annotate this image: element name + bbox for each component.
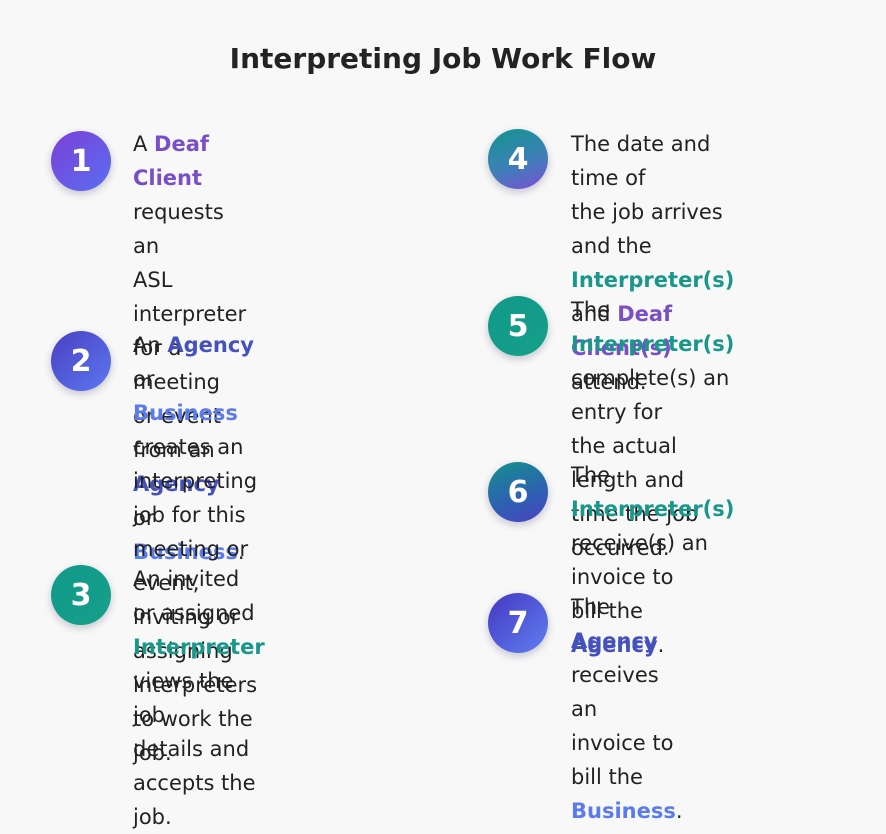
step-number-badge: 6 <box>488 462 548 522</box>
step-text: ASL interpreter <box>133 268 247 326</box>
step-text: the actual length and <box>571 434 685 492</box>
step-number-badge: 1 <box>51 131 111 191</box>
interpreter-term: Interpreter(s) <box>571 268 735 292</box>
step-text: The <box>571 298 611 322</box>
agency-term: Agency <box>571 629 658 653</box>
step-text: and <box>571 302 618 326</box>
step-description: The Interpreter(s) receive(s) an invoice … <box>571 458 734 662</box>
step-text: or <box>133 506 155 530</box>
deaf-client-term: Client(s) <box>571 336 672 360</box>
step-text: or <box>133 367 155 391</box>
step-text: The <box>571 595 611 619</box>
agency-term: Agency <box>571 633 658 657</box>
step-text: requests an <box>133 200 224 258</box>
interpreter-term: Interpreter <box>133 635 265 659</box>
step-text: receive(s) an invoice to <box>571 531 708 589</box>
step-text: for a meeting or event <box>133 336 221 428</box>
step-text: interpreters to work the <box>133 673 258 731</box>
step-text: the job arrives and the <box>571 200 723 258</box>
step-text: An invited or assigned <box>133 567 255 625</box>
step-number-badge: 7 <box>488 593 548 653</box>
step-text: views the job <box>133 669 234 727</box>
step-text: job. <box>133 805 172 829</box>
step-text: invoice to bill the <box>571 731 674 789</box>
business-term: Business <box>133 401 238 425</box>
deaf-client-term: Deaf Client <box>133 132 210 190</box>
step-text: An <box>133 333 168 357</box>
business-term: Business <box>571 799 676 823</box>
step-text: event, inviting or assigning <box>133 571 240 663</box>
step-text: from an <box>133 438 215 462</box>
step-text: . <box>237 540 245 564</box>
step-number-badge: 5 <box>488 296 548 356</box>
step-text: time the job occurred. <box>571 502 699 560</box>
step-number-badge: 4 <box>488 129 548 189</box>
step-number-badge: 3 <box>51 565 111 625</box>
step-text: bill the <box>571 599 643 623</box>
step-text: A <box>133 132 155 156</box>
step-text: creates an interpreting <box>133 435 258 493</box>
step-text: The <box>571 463 611 487</box>
step-description: The Agency receives an invoice to bill th… <box>571 590 683 828</box>
step-text: details and accepts the <box>133 737 256 795</box>
interpreter-term: Interpreter(s) <box>571 497 735 521</box>
deaf-client-term: Deaf <box>617 302 673 326</box>
step-description: An invited or assigned Interpreter views … <box>133 562 265 834</box>
step-text: complete(s) an entry for <box>571 366 730 424</box>
step-description: The date and time of the job arrives and … <box>571 127 734 399</box>
interpreter-term: Interpreter(s) <box>571 332 735 356</box>
step-description: A Deaf Client requests an ASL interpreter… <box>133 127 246 569</box>
page-title: Interpreting Job Work Flow <box>229 42 657 75</box>
step-text: receives an <box>571 663 659 721</box>
step-text: . <box>675 799 683 823</box>
step-description: The Interpreter(s) complete(s) an entry f… <box>571 293 734 565</box>
step-number-badge: 2 <box>51 331 111 391</box>
agency-term: Agency <box>133 472 220 496</box>
step-text: The date and time of <box>571 132 711 190</box>
step-text: attend. <box>571 370 647 394</box>
agency-term: Agency <box>167 333 254 357</box>
business-term: Business <box>133 540 238 564</box>
step-text: . <box>657 633 665 657</box>
step-text: job for this meeting or <box>133 503 249 561</box>
